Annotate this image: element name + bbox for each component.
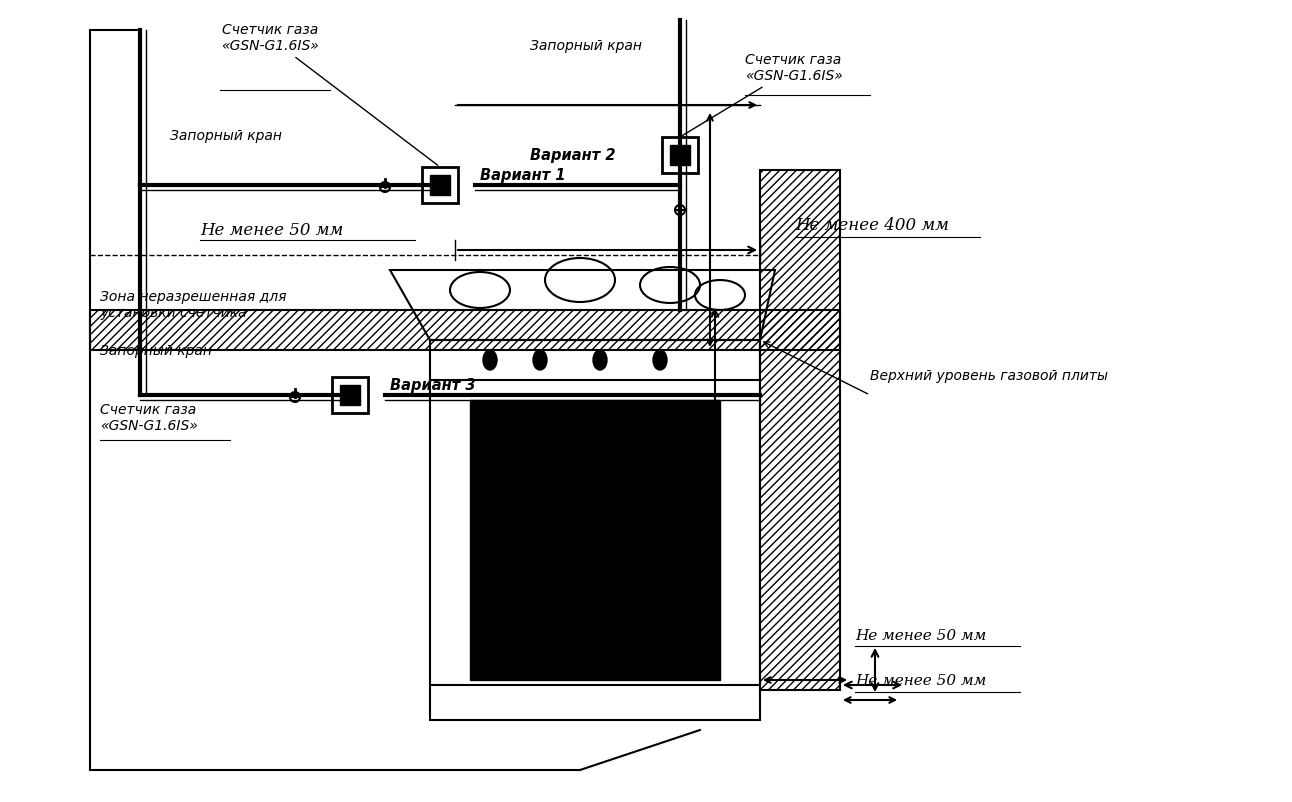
Text: Запорный кран: Запорный кран [171, 129, 282, 143]
Ellipse shape [652, 350, 667, 370]
Text: Не менее 50 мм: Не менее 50 мм [855, 674, 986, 688]
Bar [671, 145, 690, 165]
Bar [422, 167, 457, 203]
Bar [662, 137, 698, 173]
Text: Верхний уровень газовой плиты: Верхний уровень газовой плиты [870, 369, 1109, 383]
Text: Счетчик газа
«GSN-G1.6IS»: Счетчик газа «GSN-G1.6IS» [99, 403, 198, 433]
Text: Вариант 2: Вариант 2 [530, 148, 615, 163]
Ellipse shape [483, 350, 497, 370]
Ellipse shape [534, 350, 547, 370]
Text: Вариант 3: Вариант 3 [390, 378, 475, 393]
Text: Запорный кран: Запорный кран [99, 344, 212, 358]
Text: Вариант 1: Вариант 1 [481, 168, 566, 183]
Text: Не менее 50 мм: Не менее 50 мм [855, 629, 986, 643]
Text: Счетчик газа
«GSN-G1.6IS»: Счетчик газа «GSN-G1.6IS» [682, 53, 842, 136]
Text: Зона неразрешенная для
установки счетчика: Зона неразрешенная для установки счетчик… [99, 290, 287, 320]
Bar [340, 385, 360, 405]
Text: Запорный кран: Запорный кран [530, 39, 642, 53]
Text: Не менее 400 мм: Не менее 400 мм [795, 217, 948, 234]
Ellipse shape [593, 350, 607, 370]
Bar [430, 340, 760, 720]
Text: Не менее 50 мм: Не менее 50 мм [200, 222, 344, 239]
Bar [470, 400, 720, 680]
Bar [332, 377, 368, 413]
Bar [430, 175, 450, 195]
Text: Счетчик газа
«GSN-G1.6IS»: Счетчик газа «GSN-G1.6IS» [221, 22, 438, 165]
